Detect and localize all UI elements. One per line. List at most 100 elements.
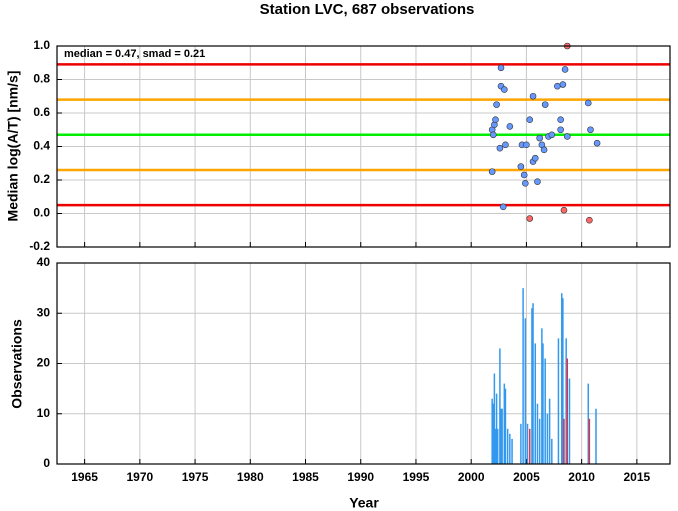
bar — [541, 328, 543, 464]
bar — [501, 408, 503, 464]
y-tick-label: 30 — [37, 305, 51, 319]
point — [593, 139, 601, 147]
y-tick-label: 0.8 — [33, 72, 50, 86]
point — [496, 144, 504, 152]
point — [497, 64, 505, 72]
y-tick-label: 0 — [43, 456, 50, 470]
bar — [511, 438, 513, 464]
bar — [546, 413, 549, 464]
point — [501, 86, 508, 93]
bar — [563, 418, 565, 464]
bar — [528, 428, 531, 464]
point — [584, 99, 592, 107]
y-tick-label: 10 — [37, 406, 51, 420]
point — [523, 141, 530, 149]
bar — [494, 428, 497, 464]
y-tick-label: 20 — [37, 356, 51, 370]
y-tick-label: 1.0 — [33, 38, 50, 52]
bar — [491, 398, 493, 464]
bar — [587, 383, 590, 464]
point — [541, 101, 549, 108]
plot-frame — [56, 262, 671, 465]
point — [488, 168, 496, 175]
point — [531, 154, 539, 162]
point — [517, 163, 525, 170]
x-tick-label: 1975 — [182, 470, 209, 484]
bar — [499, 348, 501, 464]
annotation: median = 0.47, smad = 0.21 — [64, 48, 205, 60]
y-tick-label: 0.0 — [33, 206, 50, 220]
point — [520, 171, 528, 179]
x-tick-label: 1970 — [126, 470, 153, 484]
bar — [531, 308, 533, 464]
bar — [536, 403, 539, 464]
bar — [509, 433, 511, 464]
point — [526, 215, 534, 222]
plot-frame — [56, 45, 671, 248]
point — [492, 116, 499, 123]
point — [557, 116, 564, 123]
point — [560, 206, 568, 214]
point — [561, 66, 569, 73]
x-axis-title: Year — [349, 495, 379, 511]
bar — [561, 293, 563, 464]
point — [529, 92, 537, 100]
point — [489, 131, 497, 139]
x-tick-label: 2000 — [458, 470, 485, 484]
bar — [557, 338, 560, 464]
bar — [595, 408, 597, 464]
point — [548, 131, 556, 139]
bar — [548, 398, 551, 464]
bar — [526, 423, 529, 464]
bar — [532, 303, 534, 464]
bar — [503, 383, 506, 464]
bar — [551, 438, 553, 464]
y-tick-label: 0.6 — [33, 105, 50, 119]
point — [526, 116, 534, 123]
y-tick-label: 0.4 — [33, 139, 50, 153]
point — [557, 126, 564, 134]
point — [586, 216, 593, 224]
bar — [566, 358, 569, 464]
bar — [534, 343, 537, 464]
point — [536, 134, 543, 142]
point — [502, 141, 509, 149]
point — [522, 180, 529, 187]
bar — [568, 378, 571, 464]
x-tick-label: 1965 — [71, 470, 98, 484]
bar — [495, 393, 498, 464]
bar — [522, 288, 524, 464]
point — [534, 178, 541, 185]
x-tick-label: 1990 — [347, 470, 374, 484]
bar — [520, 423, 522, 464]
bar — [562, 298, 564, 464]
bar — [544, 358, 546, 464]
y-tick-label: 40 — [37, 255, 51, 269]
bar — [565, 338, 567, 464]
y-tick-label: -0.2 — [29, 239, 50, 253]
bar — [588, 418, 591, 464]
bar — [524, 318, 527, 464]
bar — [493, 373, 496, 464]
y-axis-title: Median log(A/T) [nm/s] — [5, 71, 21, 222]
point — [554, 82, 561, 90]
point — [563, 133, 571, 140]
x-tick-label: 2015 — [624, 470, 651, 484]
point — [540, 146, 548, 154]
x-tick-label: 1980 — [237, 470, 264, 484]
x-tick-label: 2010 — [568, 470, 595, 484]
y-tick-label: 0.2 — [33, 172, 50, 186]
bar — [496, 428, 499, 464]
point — [506, 123, 514, 130]
bar — [504, 388, 507, 464]
x-tick-label: 1985 — [292, 470, 319, 484]
bar — [506, 428, 509, 464]
bar — [492, 403, 495, 464]
bar — [538, 418, 541, 464]
bar — [500, 408, 502, 464]
point — [499, 203, 507, 211]
bar — [542, 343, 544, 464]
x-tick-label: 2005 — [513, 470, 540, 484]
point — [587, 126, 594, 134]
